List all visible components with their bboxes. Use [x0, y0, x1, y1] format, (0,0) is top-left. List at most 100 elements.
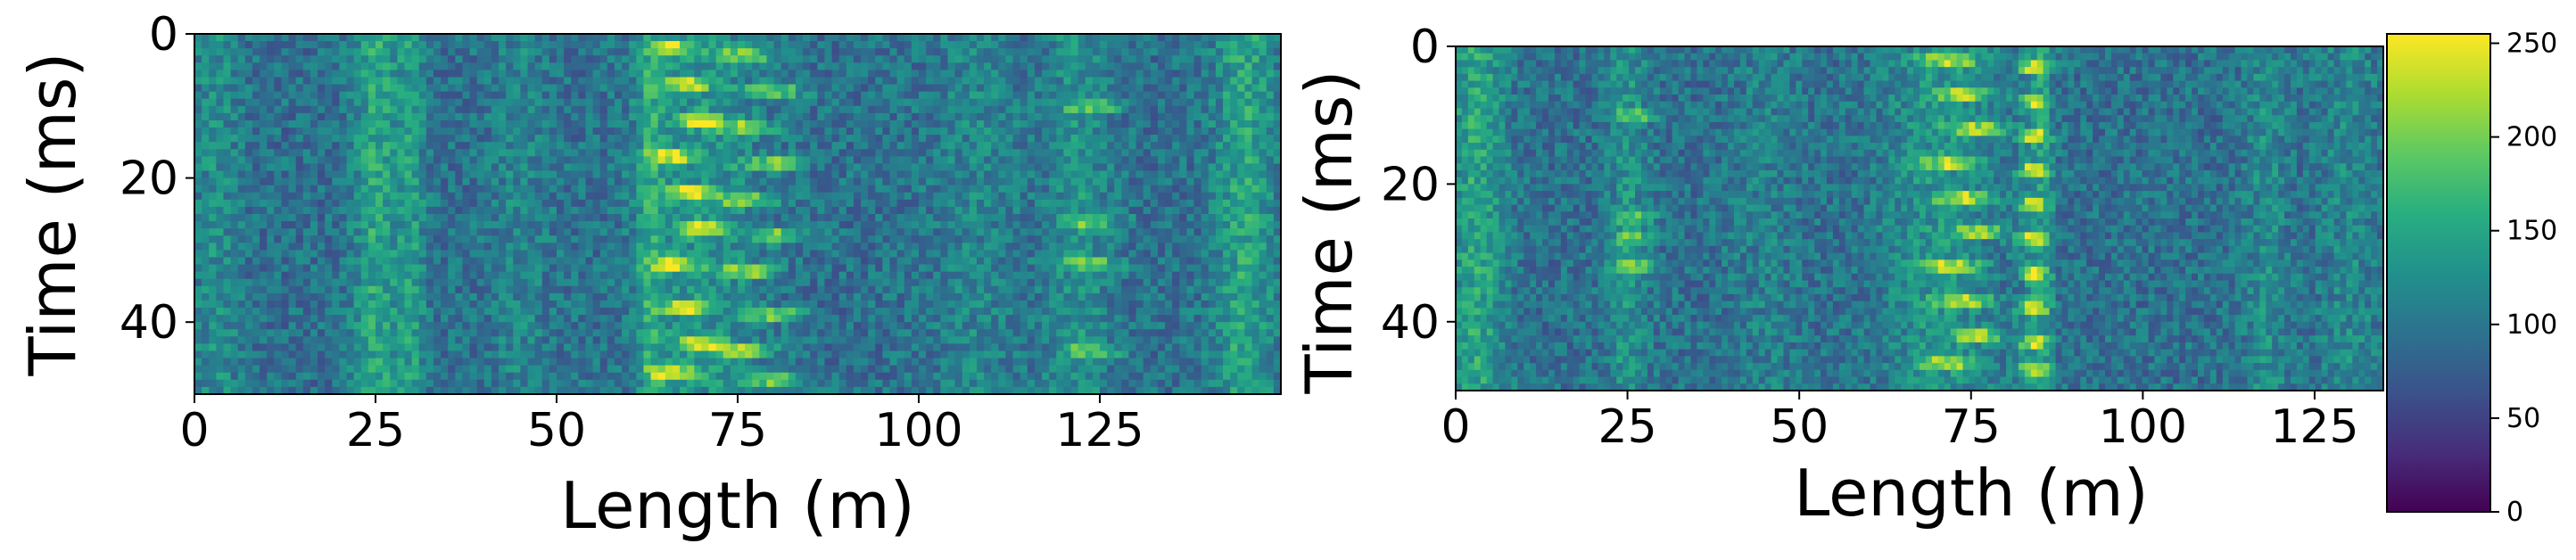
heatmap-cell	[223, 128, 232, 136]
heatmap-cell	[578, 170, 587, 179]
heatmap-cell	[824, 257, 833, 266]
heatmap-cell	[701, 170, 710, 179]
heatmap-cell	[367, 128, 376, 136]
heatmap-cell	[810, 62, 818, 70]
heatmap-cell	[557, 34, 565, 42]
heatmap-cell	[969, 250, 978, 259]
heatmap-cell	[803, 91, 811, 100]
heatmap-cell	[1251, 185, 1260, 194]
heatmap-cell	[622, 34, 630, 42]
heatmap-cell	[483, 228, 492, 236]
heatmap-cell	[1150, 142, 1159, 150]
heatmap-cell	[1077, 70, 1086, 78]
heatmap-cell	[947, 119, 956, 128]
heatmap-cell	[1143, 243, 1152, 251]
heatmap-cell	[376, 250, 384, 259]
heatmap-cell	[1085, 264, 1094, 273]
heatmap-cell	[585, 128, 594, 136]
heatmap-cell	[376, 135, 384, 143]
heatmap-cell	[984, 41, 992, 49]
heatmap-cell	[418, 142, 427, 150]
heatmap-cell	[578, 163, 587, 172]
heatmap-cell	[1201, 62, 1210, 70]
heatmap-cell	[216, 70, 225, 78]
heatmap-cell	[657, 34, 666, 42]
heatmap-cell	[1150, 41, 1159, 49]
heatmap-cell	[976, 228, 985, 236]
heatmap-cell	[766, 70, 775, 78]
heatmap-cell	[599, 128, 608, 136]
heatmap-cell	[803, 34, 811, 42]
heatmap-cell	[194, 264, 202, 273]
heatmap-cell	[1208, 105, 1217, 114]
heatmap-cell	[411, 156, 420, 165]
heatmap-cell	[281, 135, 290, 143]
heatmap-cell	[230, 170, 239, 179]
heatmap-cell	[462, 142, 471, 150]
heatmap-cell	[861, 235, 869, 243]
heatmap-cell	[694, 142, 702, 150]
heatmap-cell	[1150, 221, 1159, 229]
heatmap-cell	[875, 48, 883, 56]
heatmap-cell	[672, 264, 681, 273]
heatmap-cell	[1237, 91, 1245, 100]
heatmap-cell	[541, 250, 550, 259]
heatmap-cell	[469, 235, 478, 243]
heatmap-cell	[506, 119, 514, 128]
heatmap-cell	[216, 55, 225, 63]
heatmap-cell	[541, 156, 550, 165]
heatmap-cell	[433, 34, 442, 42]
heatmap-cell	[441, 257, 449, 266]
heatmap-cell	[1201, 41, 1210, 49]
heatmap-cell	[680, 77, 688, 86]
heatmap-cell	[1063, 34, 1072, 42]
heatmap-cell	[896, 149, 905, 157]
heatmap-cell	[318, 135, 326, 143]
heatmap-cell	[499, 271, 507, 280]
heatmap-cell	[984, 84, 992, 93]
heatmap-cell	[302, 235, 311, 243]
heatmap-cell	[339, 84, 348, 93]
heatmap-cell	[397, 55, 406, 63]
heatmap-cell	[571, 135, 579, 143]
heatmap-cell	[433, 163, 442, 172]
heatmap-cell	[1107, 128, 1115, 136]
heatmap-cell	[520, 91, 529, 100]
heatmap-cell	[1012, 84, 1021, 93]
heatmap-cell	[599, 257, 608, 266]
heatmap-cell	[288, 91, 297, 100]
heatmap-cell	[310, 48, 318, 56]
heatmap-cell	[441, 149, 449, 157]
heatmap-cell	[1049, 142, 1057, 150]
heatmap-cell	[875, 149, 883, 157]
heatmap-cell	[1273, 185, 1282, 194]
heatmap-cell	[310, 112, 318, 121]
heatmap-cell	[534, 156, 543, 165]
heatmap-cell	[643, 199, 652, 208]
heatmap-cell	[933, 163, 941, 172]
heatmap-cell	[875, 135, 883, 143]
heatmap-cell	[295, 243, 304, 251]
heatmap-cell	[367, 163, 376, 172]
heatmap-cell	[868, 119, 876, 128]
heatmap-cell	[557, 105, 565, 114]
heatmap-cell	[680, 135, 688, 143]
heatmap-cell	[534, 84, 543, 93]
heatmap-cell	[672, 192, 681, 201]
heatmap-cell	[441, 192, 449, 201]
heatmap-cell	[1230, 112, 1238, 121]
heatmap-cell	[483, 98, 492, 107]
heatmap-cell	[302, 271, 311, 280]
heatmap-cell	[831, 250, 840, 259]
heatmap-cell	[360, 177, 369, 186]
heatmap-cell	[520, 142, 529, 150]
heatmap-cell	[1215, 235, 1224, 243]
heatmap-cell	[622, 98, 630, 107]
heatmap-cell	[216, 177, 225, 186]
heatmap-cell	[425, 149, 434, 157]
heatmap-cell	[1143, 119, 1152, 128]
heatmap-cell	[1193, 163, 1202, 172]
heatmap-cell	[491, 105, 500, 114]
heatmap-cell	[288, 98, 297, 107]
heatmap-cell	[831, 228, 840, 236]
